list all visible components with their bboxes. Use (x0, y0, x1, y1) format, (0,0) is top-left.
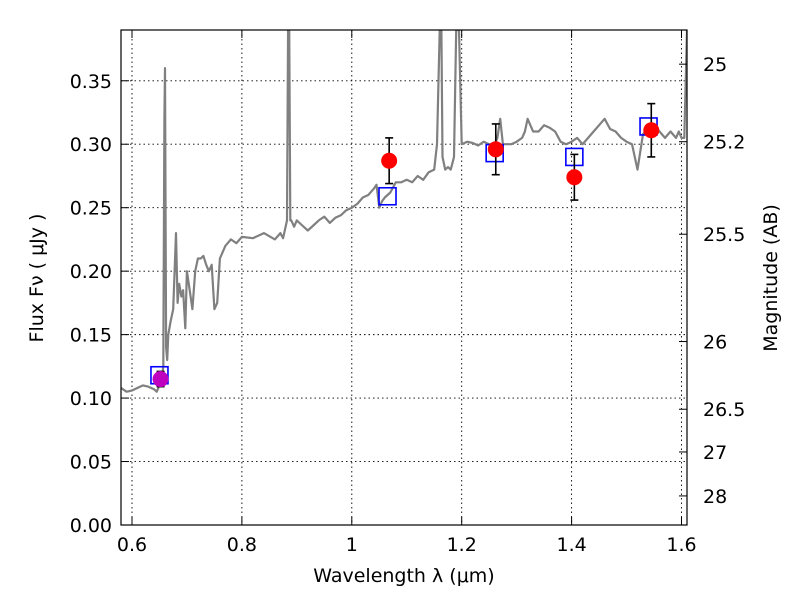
x-tick-label: 0.8 (227, 534, 257, 556)
x-tick-label: 1.2 (447, 534, 477, 556)
observed-point (487, 141, 504, 158)
observed-point (566, 169, 583, 186)
ticks (121, 30, 687, 526)
model-point (378, 186, 397, 206)
observed-point (643, 122, 660, 139)
y-tick-label: 0.05 (70, 452, 112, 474)
mag-tick-label: 26 (703, 332, 727, 354)
mag-tick-label: 26.5 (703, 399, 745, 421)
mag-tick-label: 25.2 (703, 132, 745, 154)
y-tick-label: 0.20 (70, 261, 112, 283)
y-axis-label: Flux Fν ( μJy ) (26, 214, 48, 343)
x-tick-label: 1.6 (666, 534, 696, 556)
mag-tick-label: 27 (703, 442, 727, 464)
x-tick-label: 1.4 (556, 534, 586, 556)
y2-axis-label: Magnitude (AB) (760, 204, 782, 352)
y-tick-label: 0.35 (70, 71, 112, 93)
y-tick-label: 0.10 (70, 388, 112, 410)
spectrum-line (121, 30, 687, 393)
observed-point (152, 371, 169, 388)
y-tick-label: 0.30 (70, 134, 112, 156)
y-tick-label: 0.25 (70, 198, 112, 220)
mag-tick-label: 25 (703, 54, 727, 76)
x-axis-label: Wavelength λ (μm) (313, 565, 494, 587)
mag-tick-label: 25.5 (703, 224, 745, 246)
x-tick-label: 0.6 (117, 534, 147, 556)
mag-tick-label: 28 (703, 486, 727, 508)
grid (121, 30, 687, 526)
y-tick-label: 0.00 (70, 515, 112, 537)
y-tick-label: 0.15 (70, 325, 112, 347)
plot-area (121, 30, 687, 393)
observed-point (381, 152, 398, 169)
x-tick-label: 1 (346, 534, 358, 556)
plot-frame (120, 29, 688, 526)
